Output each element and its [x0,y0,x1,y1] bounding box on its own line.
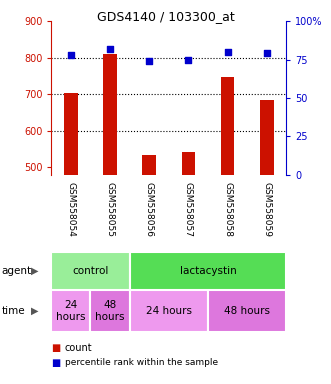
Text: agent: agent [2,266,32,276]
Point [68,52,73,58]
Text: 48
hours: 48 hours [95,300,125,322]
Text: 24
hours: 24 hours [56,300,86,322]
Bar [260,100,274,175]
Text: ▶: ▶ [31,266,39,276]
Text: GSM558055: GSM558055 [106,182,115,237]
Bar [181,152,195,175]
Text: count: count [65,343,92,353]
Text: GSM558058: GSM558058 [223,182,232,237]
Text: GSM558059: GSM558059 [262,182,271,237]
Text: percentile rank within the sample: percentile rank within the sample [65,358,218,367]
Bar [103,54,117,175]
Text: GSM558056: GSM558056 [145,182,154,237]
Text: time: time [2,306,25,316]
Text: control: control [72,266,109,276]
Point [147,58,152,64]
Text: GSM558054: GSM558054 [67,182,75,237]
Text: ▶: ▶ [31,306,39,316]
Bar [130,290,208,332]
Point [264,50,269,56]
Bar [90,290,130,332]
Bar [208,290,286,332]
Text: ■: ■ [51,358,61,368]
Text: 24 hours: 24 hours [146,306,192,316]
Text: ■: ■ [51,343,61,353]
Text: 48 hours: 48 hours [224,306,270,316]
Bar [142,155,156,175]
Point [107,46,113,52]
Bar [130,252,286,290]
Bar [64,93,78,175]
Point [225,49,230,55]
Bar [221,77,234,175]
Bar [51,252,130,290]
Text: GDS4140 / 103300_at: GDS4140 / 103300_at [97,10,234,23]
Point [186,56,191,63]
Text: lactacystin: lactacystin [180,266,236,276]
Text: GSM558057: GSM558057 [184,182,193,237]
Bar [51,290,90,332]
